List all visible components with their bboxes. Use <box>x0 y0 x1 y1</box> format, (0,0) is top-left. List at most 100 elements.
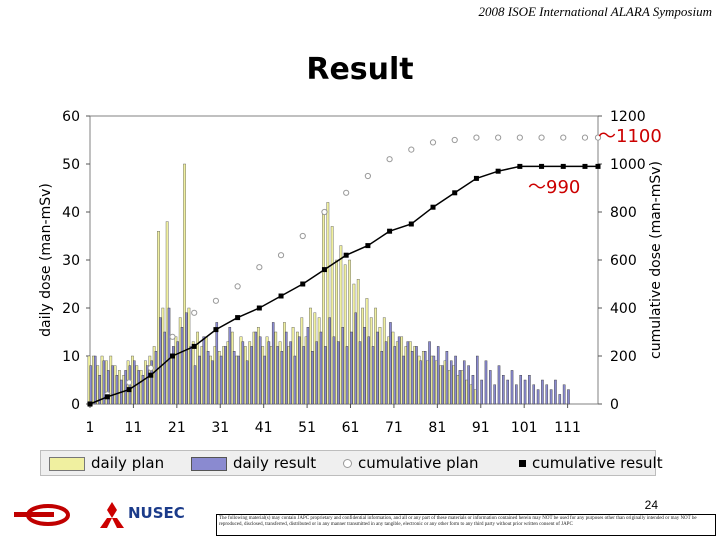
cumulative-plan-point <box>191 309 198 316</box>
daily-result-bar <box>402 355 405 405</box>
daily-result-bar <box>380 351 384 405</box>
x-tick-label: 1 <box>86 420 95 436</box>
daily-result-bar <box>363 327 366 405</box>
daily-result-bar <box>198 355 201 405</box>
cumulative-result-point <box>517 163 523 169</box>
x-tick-label: 81 <box>428 420 446 436</box>
daily-result-bar <box>211 360 214 405</box>
daily-result-bar <box>219 355 223 405</box>
annotation-label: ～990 <box>528 177 580 198</box>
daily-result-bar <box>449 360 453 405</box>
daily-result-bar <box>250 346 253 405</box>
y-axis-label: daily dose (man-mSv) <box>38 183 54 337</box>
daily-result-bar <box>180 327 184 405</box>
daily-result-bar <box>454 355 457 405</box>
daily-result-bar <box>315 341 318 405</box>
daily-result-bar <box>523 379 527 405</box>
daily-result-bar <box>232 351 236 405</box>
y2-tick-label: 800 <box>610 205 637 221</box>
daily-result-bar <box>254 331 258 405</box>
daily-result-bar <box>159 317 162 405</box>
daily-result-bar <box>124 370 127 405</box>
y-tick-label: 20 <box>62 301 80 317</box>
daily-result-bar <box>193 365 197 405</box>
daily-result-bar <box>423 351 427 405</box>
daily-plan-bar <box>343 264 347 405</box>
daily-result-bar <box>276 346 279 405</box>
daily-result-bar <box>150 360 153 405</box>
cumulative-result-point <box>473 175 479 181</box>
x-tick-label: 111 <box>554 420 581 436</box>
daily-result-swatch <box>191 456 227 471</box>
daily-result-bar <box>206 351 210 405</box>
cumulative-result-point <box>126 387 132 393</box>
daily-plan-bar <box>183 163 186 405</box>
x-tick-label: 91 <box>472 420 490 436</box>
cumulative-plan-point <box>451 136 458 144</box>
daily-result-bar <box>484 360 488 405</box>
legend-cumulative-plan: cumulative plan <box>343 454 479 472</box>
daily-result-bar <box>506 379 509 405</box>
daily-result-bar <box>146 365 149 405</box>
daily-result-bar <box>141 375 145 405</box>
cumulative-plan-point <box>516 134 523 141</box>
cumulative-plan-point <box>386 156 393 163</box>
daily-plan-bar <box>339 245 343 405</box>
legend-cumulative-result: cumulative result <box>519 454 663 472</box>
daily-result-bar <box>332 336 336 405</box>
cumulative-plan-point <box>125 379 133 386</box>
daily-result-bar <box>489 370 492 405</box>
daily-result-bar <box>284 331 288 405</box>
cumulative-plan-point <box>581 134 589 141</box>
daily-result-bar <box>311 351 314 405</box>
daily-result-bar <box>280 351 284 405</box>
daily-result-bar <box>371 346 375 405</box>
disclaimer-text: The following material(s) may contain JA… <box>216 514 716 536</box>
cumulative-plan-point <box>594 134 602 141</box>
daily-result-bar <box>558 394 562 405</box>
daily-plan-bar <box>330 226 334 405</box>
cumulative-result-point <box>582 163 588 169</box>
daily-result-bar <box>172 346 175 405</box>
daily-result-bar <box>510 370 514 405</box>
daily-result-bar <box>419 360 423 405</box>
y2-tick-label: 1000 <box>610 157 646 173</box>
daily-plan-bar <box>335 259 338 405</box>
daily-plan-bar <box>326 202 330 405</box>
daily-result-bar <box>350 331 353 405</box>
daily-result-bar <box>111 365 114 405</box>
cumulative-plan-point <box>299 232 306 240</box>
daily-result-bar <box>467 365 470 405</box>
daily-result-bar <box>436 346 440 405</box>
daily-result-bar <box>567 389 570 405</box>
daily-result-bar <box>493 384 496 405</box>
cumulative-plan-point <box>321 208 328 216</box>
cumulative-plan-point <box>538 134 545 141</box>
daily-result-bar <box>337 341 340 405</box>
cumulative-plan-point <box>256 264 263 271</box>
cumulative-result-point <box>104 394 110 400</box>
daily-plan-swatch <box>49 456 85 471</box>
daily-result-bar <box>341 327 344 405</box>
cumulative-result-point <box>148 372 154 378</box>
daily-result-bar <box>367 336 371 405</box>
daily-result-bar <box>458 370 462 405</box>
cumulative-plan-point <box>277 252 285 259</box>
cumulative-plan-point <box>364 172 371 180</box>
cumulative-plan-point <box>212 297 220 304</box>
daily-result-bar <box>297 336 301 405</box>
daily-result-bar <box>358 341 362 405</box>
daily-result-bar <box>428 341 431 405</box>
daily-result-bar <box>345 346 349 405</box>
cumulative-plan-marker <box>343 459 352 468</box>
cumulative-result-point <box>387 228 393 234</box>
daily-result-bar <box>228 327 232 405</box>
page-title: Result <box>306 52 414 87</box>
daily-result-bar <box>102 360 106 405</box>
daily-result-bar <box>415 346 418 405</box>
daily-result-bar <box>115 375 119 405</box>
cumulative-result-point <box>560 163 566 169</box>
page-number: 24 <box>644 498 658 512</box>
daily-result-bar <box>445 351 449 405</box>
cumulative-plan-point <box>147 364 154 372</box>
